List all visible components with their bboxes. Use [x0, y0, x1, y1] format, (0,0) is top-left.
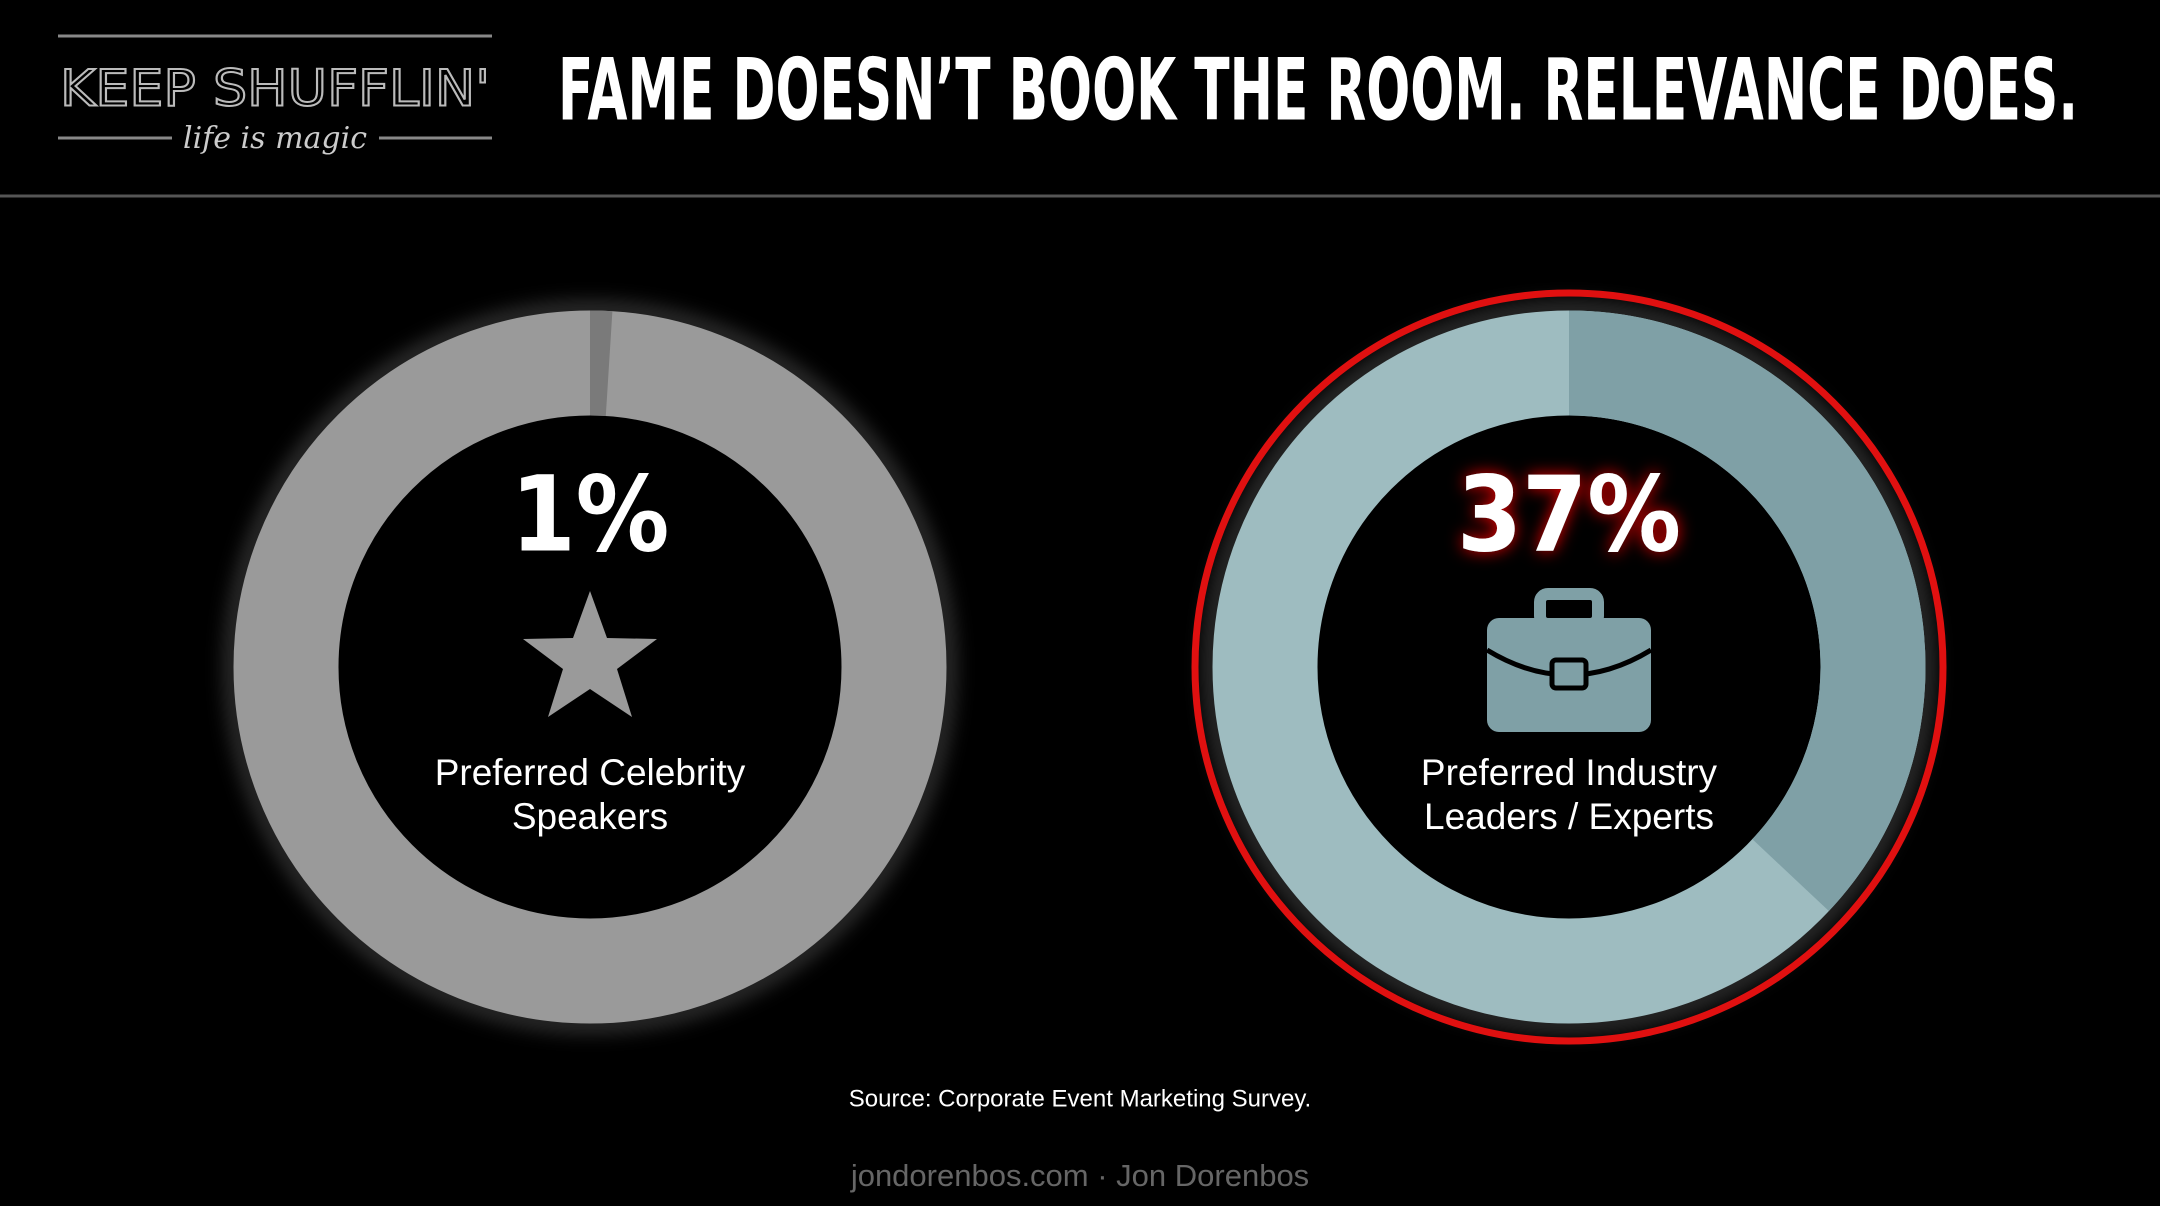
value-label: 1%: [511, 453, 670, 575]
briefcase-icon: [1485, 588, 1653, 732]
value-label: 37%: [1457, 453, 1681, 575]
category-label: Preferred Celebrity Speakers: [434, 752, 746, 837]
title: FAME DOESN’T BOOK THE ROOM. RELEVANCE DO…: [558, 40, 2078, 140]
donut-segment: [589, 310, 613, 417]
star-icon: [523, 591, 657, 717]
logo: KEEP SHUFFLIN': [60, 60, 490, 118]
charts: [226, 289, 1947, 1045]
donut-segment: [1568, 310, 1926, 911]
highlight-ring: [1191, 289, 1947, 1045]
source: Source: Corporate Event Marketing Survey…: [849, 1085, 1311, 1112]
tagline: life is magic: [183, 121, 367, 156]
category-label: Preferred Industry Leaders / Experts: [1420, 752, 1718, 837]
footer: jondorenbos.com · Jon Dorenbos: [850, 1158, 1309, 1193]
